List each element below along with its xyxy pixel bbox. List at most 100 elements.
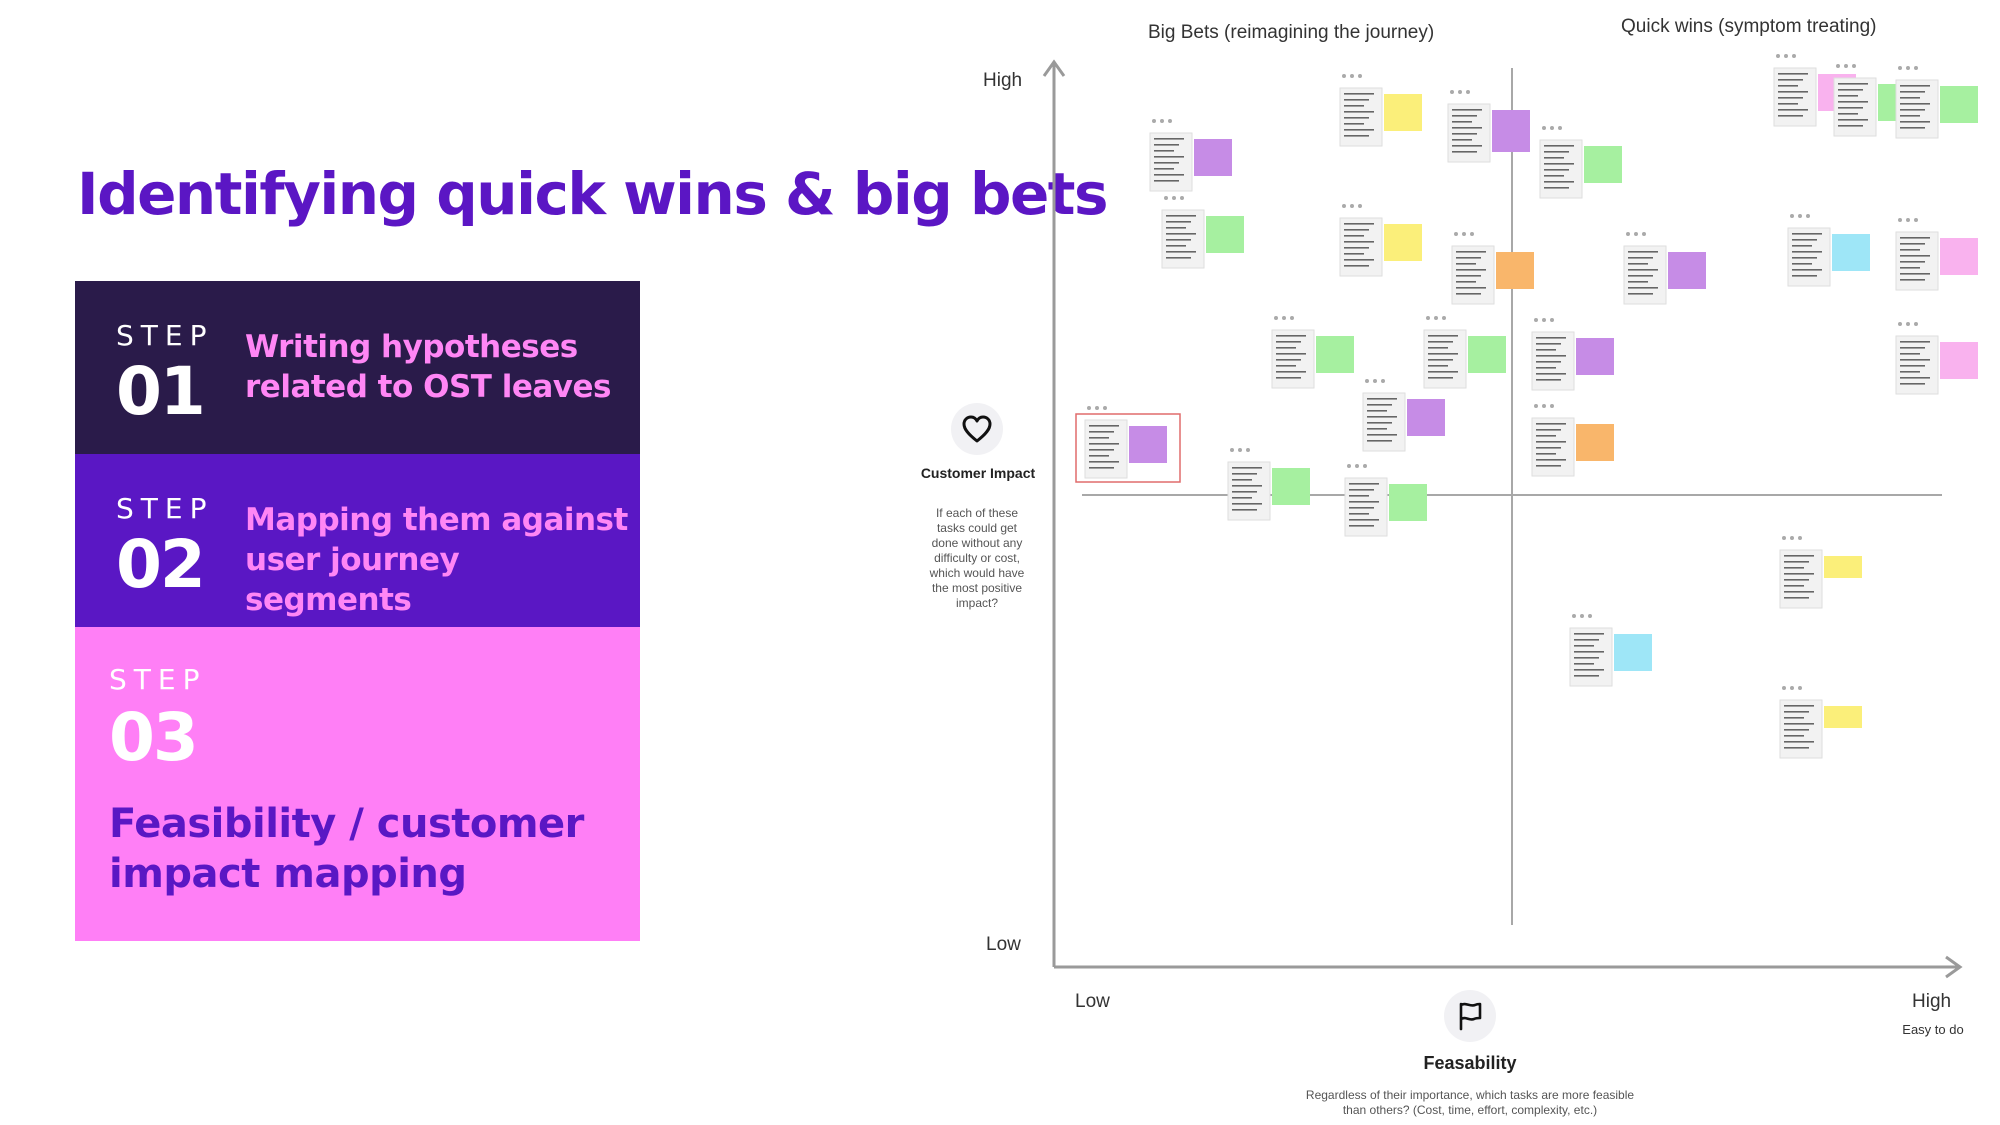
card-text-line [1536, 337, 1566, 339]
card-text-line [1628, 263, 1648, 265]
card-text-line [1456, 281, 1476, 283]
step-number: 01 [116, 353, 206, 430]
card-menu-dot [1792, 54, 1796, 58]
card-menu-dot [1365, 379, 1369, 383]
card-menu-dot [1558, 126, 1562, 130]
card-text-line [1276, 341, 1301, 343]
card-text-line [1544, 151, 1569, 153]
card-text-line [1544, 157, 1564, 159]
card-text-line [1784, 735, 1804, 737]
card-text-line [1900, 371, 1920, 373]
card-text-line [1536, 379, 1561, 381]
y-axis-name: Customer Impact [920, 465, 1036, 481]
card-menu-dot [1906, 322, 1910, 326]
card-text-line [1232, 485, 1262, 487]
card-text-line [1456, 263, 1476, 265]
card-menu-dot [1355, 464, 1359, 468]
card-text-line [1232, 503, 1262, 505]
sticky-note [1940, 86, 1978, 123]
card-text-line [1456, 269, 1486, 271]
card-text-line [1900, 377, 1930, 379]
card-text-line [1900, 249, 1920, 251]
card-text-line [1367, 434, 1397, 436]
card-menu-dot [1790, 214, 1794, 218]
card-text-line [1349, 513, 1369, 515]
card-text-line [1166, 251, 1196, 253]
card-menu-dot [1087, 406, 1091, 410]
card-text-line [1154, 162, 1179, 164]
card-text-line [1154, 180, 1179, 182]
customer-impact-icon-badge [951, 403, 1003, 455]
card-text-line [1900, 97, 1920, 99]
card-menu-dot [1550, 318, 1554, 322]
card-text-line [1900, 353, 1920, 355]
card-menu-dot [1852, 64, 1856, 68]
card-menu-dot [1550, 126, 1554, 130]
card-text-line [1792, 251, 1822, 253]
card-text-line [1428, 371, 1458, 373]
card-text-line [1544, 175, 1564, 177]
card-text-line [1900, 279, 1925, 281]
card-text-line [1900, 347, 1925, 349]
card-menu-dot [1350, 204, 1354, 208]
card-text-line [1349, 507, 1374, 509]
card-text-line [1089, 443, 1119, 445]
card-menu-dot [1152, 119, 1156, 123]
card-menu-dot [1342, 204, 1346, 208]
card-menu-dot [1168, 119, 1172, 123]
sticky-note [1668, 252, 1706, 289]
card-text-line [1089, 467, 1114, 469]
sticky-note [1824, 706, 1862, 728]
card-text-line [1232, 491, 1257, 493]
card-menu-dot [1782, 536, 1786, 540]
feasibility-icon-badge [1444, 990, 1496, 1042]
card-text-line [1089, 431, 1114, 433]
sticky-note [1496, 252, 1534, 289]
card-text-line [1456, 275, 1481, 277]
card-text-line [1456, 251, 1486, 253]
card-menu-dot [1836, 64, 1840, 68]
card-text-line [1344, 229, 1369, 231]
card-text-line [1456, 293, 1481, 295]
card-text-line [1544, 181, 1574, 183]
card-menu-dot [1844, 64, 1848, 68]
card-text-line [1367, 410, 1387, 412]
card-text-line [1628, 287, 1658, 289]
sticky-note [1384, 94, 1422, 131]
card-text-line [1452, 121, 1472, 123]
card-text-line [1349, 495, 1369, 497]
quadrant-title-quick-wins: Quick wins (symptom treating) [1621, 16, 1877, 37]
card-text-line [1428, 335, 1458, 337]
card-text-line [1349, 489, 1374, 491]
card-text-line [1344, 93, 1374, 95]
slide-title: Identifying quick wins & big bets [77, 160, 1109, 228]
card-text-line [1792, 233, 1822, 235]
card-text-line [1166, 239, 1191, 241]
card-text-line [1536, 349, 1556, 351]
quadrant-title-big-bets: Big Bets (reimagining the journey) [1148, 22, 1435, 43]
card-menu-dot [1342, 74, 1346, 78]
card-text-line [1367, 416, 1397, 418]
card-text-line [1452, 133, 1477, 135]
card-text-line [1536, 447, 1561, 449]
card-text-line [1344, 241, 1374, 243]
card-text-line [1536, 373, 1566, 375]
card-text-line [1536, 423, 1566, 425]
card-text-line [1276, 347, 1296, 349]
card-menu-dot [1466, 90, 1470, 94]
card-text-line [1784, 597, 1809, 599]
card-text-line [1574, 651, 1604, 653]
card-text-line [1792, 239, 1817, 241]
sticky-note [1384, 224, 1422, 261]
card-text-line [1349, 483, 1379, 485]
card-text-line [1778, 91, 1808, 93]
card-text-line [1900, 237, 1930, 239]
card-text-line [1536, 453, 1556, 455]
card-text-line [1536, 441, 1566, 443]
sticky-note [1206, 216, 1244, 253]
card-text-line [1778, 103, 1798, 105]
card-menu-dot [1914, 218, 1918, 222]
card-text-line [1900, 103, 1930, 105]
card-text-line [1778, 79, 1803, 81]
card-text-line [1900, 261, 1925, 263]
